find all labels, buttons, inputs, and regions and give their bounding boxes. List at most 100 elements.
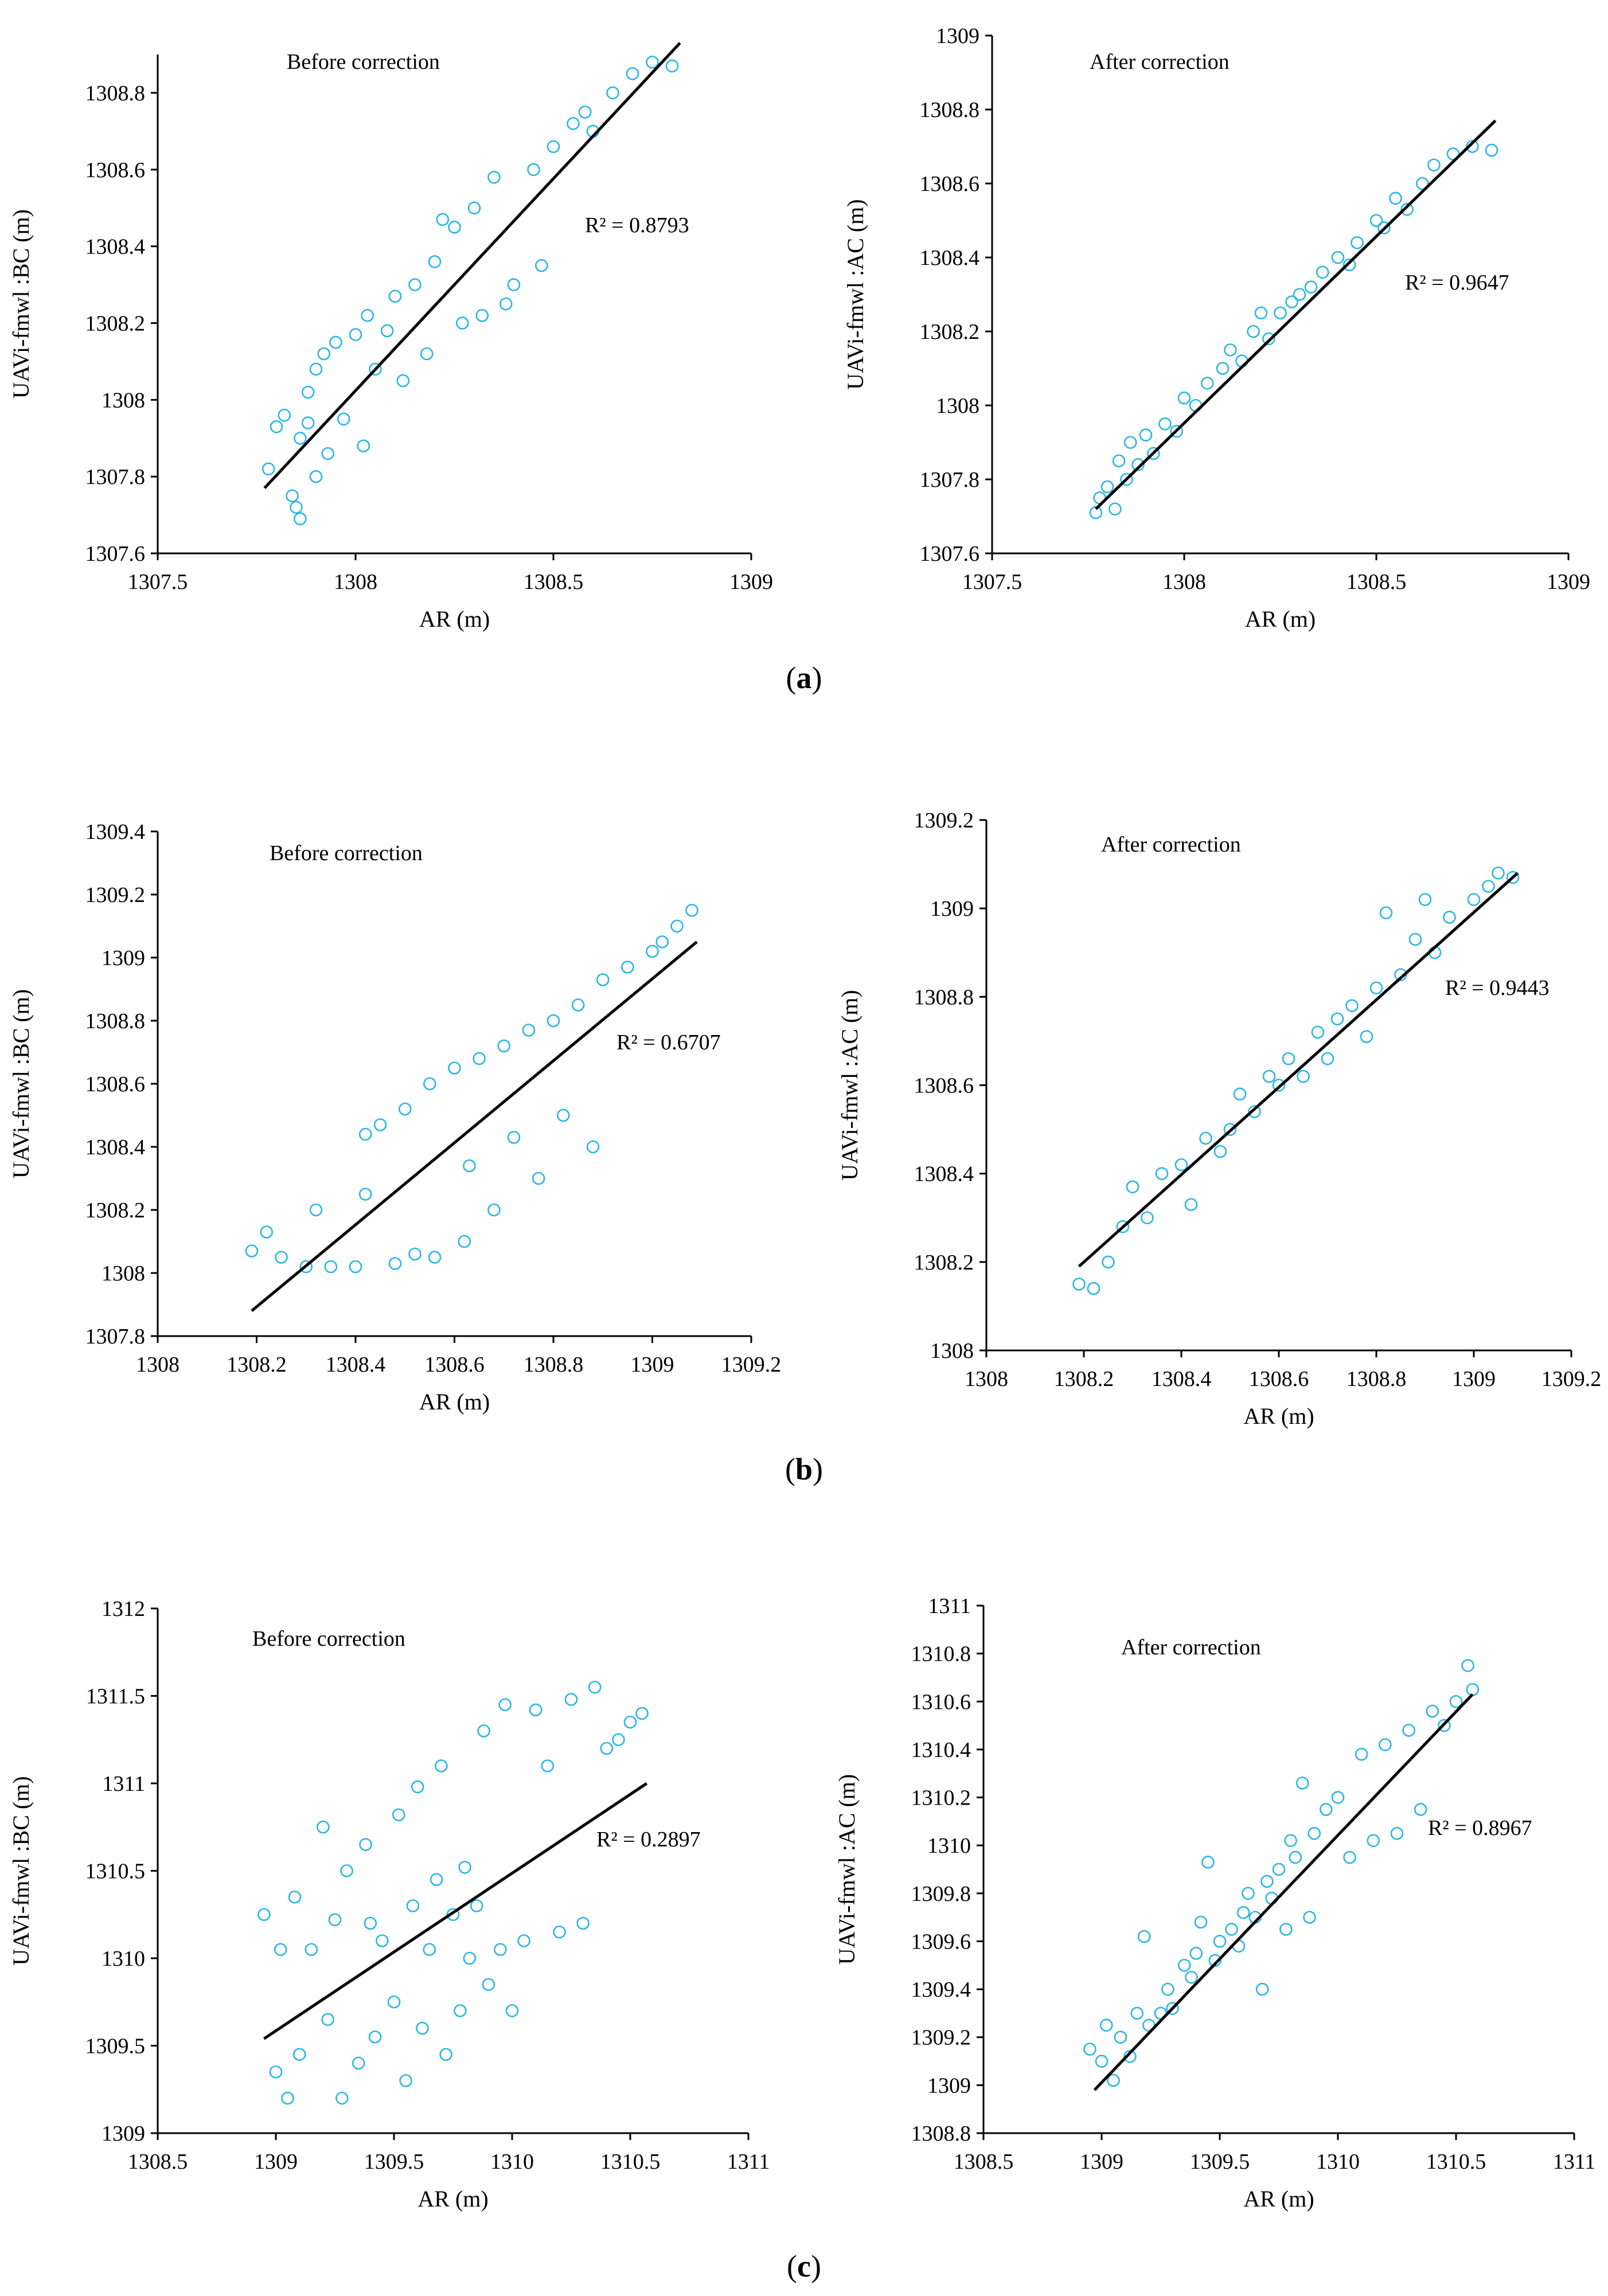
y-tick-label: 1309.5 (85, 2035, 146, 2059)
data-point (571, 998, 585, 1012)
data-point (612, 1733, 625, 1747)
x-axis-title: AR (m) (1245, 606, 1316, 632)
data-point (1208, 1954, 1222, 1967)
data-point (340, 1864, 353, 1877)
data-point (1141, 1211, 1154, 1225)
y-axis-title: UAVi-fmwl :BC (m) (8, 1776, 34, 1965)
data-point (448, 1061, 461, 1075)
data-point (321, 447, 335, 460)
y-axis-title: UAVi-fmwl :BC (m) (8, 209, 34, 399)
data-point (1225, 1923, 1238, 1936)
data-point (455, 317, 469, 330)
data-point (463, 1159, 476, 1173)
x-tick-label: 1308.4 (1152, 1367, 1212, 1391)
x-tick-label: 1308 (965, 1367, 1008, 1391)
panel-label-b: (b) (785, 1452, 823, 1486)
x-tick-label: 1310 (1316, 2150, 1360, 2174)
data-point (1072, 1278, 1086, 1291)
x-tick-label: 1309 (729, 570, 773, 594)
y-tick-label: 1308.2 (85, 311, 146, 335)
data-point (358, 1188, 372, 1201)
y-tick-label: 1309.2 (85, 883, 146, 907)
x-tick-label: 1308.2 (227, 1353, 287, 1377)
data-point (317, 1820, 330, 1834)
data-point (388, 1257, 402, 1270)
data-point (269, 2065, 283, 2079)
data-point (541, 1759, 555, 1772)
data-point (387, 1995, 401, 2009)
y-tick-label: 1309 (930, 897, 974, 921)
data-point (1389, 192, 1402, 205)
data-point (1351, 236, 1364, 249)
data-point (596, 973, 610, 986)
y-tick-label: 1308 (930, 1339, 974, 1363)
y-tick-label: 1308.6 (85, 158, 146, 182)
data-point (505, 2004, 519, 2017)
data-point (1274, 306, 1287, 320)
data-point (1089, 506, 1103, 520)
data-point (1107, 2074, 1120, 2087)
y-tick-label: 1310.2 (911, 1786, 971, 1810)
data-point (655, 935, 669, 948)
data-point (1248, 1105, 1261, 1119)
data-point (1185, 1970, 1198, 1984)
x-tick-label: 1308.5 (954, 2150, 1014, 2174)
data-point (534, 259, 548, 272)
data-point (1158, 417, 1172, 431)
data-point (286, 489, 299, 502)
r-squared-label: R² = 0.9647 (1405, 271, 1509, 295)
data-point (337, 412, 350, 426)
correction-annotation: After correction (1101, 833, 1241, 857)
trendline (251, 940, 698, 1312)
x-tick-label: 1309 (1080, 2150, 1123, 2174)
data-point (1492, 866, 1505, 880)
panel-label-a: (a) (786, 661, 822, 695)
data-point (364, 1916, 377, 1930)
data-point (1083, 2043, 1096, 2056)
data-point (507, 1131, 521, 1144)
data-point (517, 1934, 530, 1947)
data-point (1466, 140, 1479, 153)
data-point (1224, 343, 1237, 357)
data-point (1379, 906, 1393, 920)
y-tick-label: 1308.2 (914, 1251, 974, 1275)
data-point (1147, 447, 1160, 460)
chart-panel-5: 1308.5 1309 1309.5 1310 1310.5 1311 1309 1309.5… (8, 1597, 770, 2212)
data-point (324, 1260, 338, 1274)
y-axis-title: UAVi-fmwl :AC (m) (834, 1774, 860, 1965)
data-point (1461, 1659, 1474, 1672)
charts: 1307.5 1308 1308.5 13091307.61307.813081308… (8, 24, 1601, 2212)
y-tick-label: 1308 (936, 394, 979, 418)
data-point (1123, 2049, 1137, 2063)
data-point (507, 278, 521, 291)
y-tick-label: 1308.4 (914, 1162, 974, 1186)
chart-panel-3: 1308 1308.2 1308.4 1308.6 1308.8 1309 1309.2 13… (8, 820, 781, 1415)
data-point (275, 1251, 288, 1264)
y-tick-label: 1308.6 (914, 1074, 974, 1098)
data-point (1087, 1282, 1100, 1295)
data-point (454, 2004, 467, 2017)
x-tick-label: 1309.2 (721, 1353, 782, 1377)
data-point (1242, 1887, 1255, 1900)
r-squared-label: R² = 0.6707 (616, 1030, 721, 1055)
data-point (368, 2030, 382, 2044)
data-point (1304, 280, 1318, 294)
data-point (1295, 1776, 1309, 1790)
data-point (532, 1172, 545, 1185)
data-point (380, 324, 394, 338)
data-point (1331, 251, 1345, 264)
data-point (1139, 428, 1153, 442)
data-point (1369, 981, 1383, 995)
data-point (1272, 1079, 1286, 1092)
data-point (646, 56, 659, 69)
x-axis-title: AR (m) (419, 1389, 490, 1415)
data-point (626, 67, 639, 80)
data-point (309, 1203, 323, 1217)
data-point (274, 1943, 287, 1957)
data-point (1216, 362, 1230, 375)
data-point (1482, 880, 1495, 893)
data-point (288, 1890, 302, 1904)
data-point (1130, 2006, 1144, 2020)
panel-label-c: (c) (787, 2249, 821, 2283)
data-point (321, 2013, 334, 2026)
